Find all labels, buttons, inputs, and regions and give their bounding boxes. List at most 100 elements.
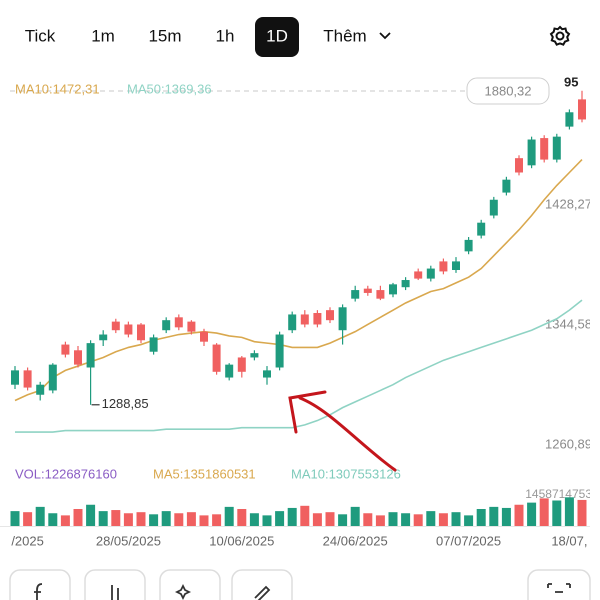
volume-bar (174, 513, 184, 526)
volume-bar (237, 508, 247, 526)
y-tick-label: 1344,58 (545, 317, 592, 332)
volume-bar (527, 502, 537, 526)
candle-body (338, 307, 347, 331)
volume-bar (149, 514, 159, 526)
ma-legend: MA50:1369,36 (127, 81, 212, 96)
volume-bar (350, 506, 360, 526)
volume-bar (48, 513, 58, 526)
tab[interactable]: Thêm (323, 26, 366, 45)
volume-bar (287, 507, 297, 526)
tool-button[interactable] (159, 569, 221, 600)
x-tick-label: 18/07, (551, 533, 587, 548)
volume-bar (23, 512, 33, 526)
candle-body (225, 364, 234, 378)
volume-bar (123, 513, 133, 526)
tab-bar: Tick 1m 15m 1h 1D Thêm (25, 17, 391, 57)
tool-button[interactable] (9, 569, 71, 600)
candle-body (489, 199, 498, 216)
volume-bar (426, 511, 436, 526)
y-tick-label: 1260,89 (545, 437, 592, 452)
volume-bar (338, 514, 348, 526)
candle-body (111, 321, 120, 331)
volume-bar (73, 508, 83, 526)
candle-body (200, 331, 208, 342)
volume-bar (388, 512, 398, 526)
x-tick-label: /2025 (11, 533, 44, 548)
candle-body (351, 290, 360, 299)
ma-legend: MA10:1472,31 (15, 81, 100, 96)
tab[interactable]: 1h (216, 26, 235, 45)
volume-bar (501, 507, 511, 526)
volume-max-label: 1458714753 (525, 487, 592, 501)
candle-body (212, 344, 221, 372)
tool-button[interactable] (527, 569, 591, 600)
volume-bar (464, 515, 474, 526)
volume-bar (438, 513, 448, 526)
volume-bar (186, 512, 196, 526)
candle-body (426, 268, 435, 279)
chart: MA10:1472,31 MA50:1369,36 1880,32 95 1428,27… (0, 74, 592, 548)
volume-bar (564, 497, 574, 526)
price-tag: 1880,32 (485, 83, 532, 98)
ma-line (14, 159, 583, 402)
candle-body (162, 320, 171, 331)
candle-body (565, 112, 574, 127)
candle-body (452, 261, 460, 270)
volume-bar (451, 512, 461, 526)
candle-body (578, 99, 586, 120)
tab[interactable]: 15m (148, 26, 181, 45)
volume-bar (476, 508, 486, 526)
tab[interactable]: Tick (25, 26, 56, 45)
volume-bar (489, 506, 499, 526)
volume-bar (212, 514, 222, 526)
candle-body (363, 288, 372, 293)
candle-body (540, 138, 549, 160)
volume-bar (60, 515, 70, 526)
candle-body (515, 158, 523, 173)
candle-body (263, 370, 271, 378)
volume-legend: VOL:1226876160 (15, 466, 117, 481)
toolbar (9, 569, 591, 600)
settings-icon[interactable] (549, 25, 571, 46)
candle-body (74, 350, 82, 365)
candle-body (414, 271, 423, 279)
volume-bar (224, 506, 234, 526)
candle-body (23, 370, 32, 388)
candle-body (250, 353, 259, 358)
candle-body (11, 370, 19, 385)
volume-legend: MA5:1351860531 (153, 466, 256, 481)
candle-body (376, 290, 385, 299)
candle-body (527, 139, 536, 166)
tab-active-bg (255, 17, 299, 57)
x-tick-label: 10/06/2025 (209, 533, 274, 548)
candle-body (86, 343, 95, 368)
x-tick-label: 28/05/2025 (96, 533, 161, 548)
ma-line (15, 299, 583, 433)
tab[interactable]: 1D (266, 26, 288, 45)
price-tag-bg (466, 77, 550, 105)
volume-bar (577, 499, 587, 526)
candle-body (439, 261, 448, 272)
candle-body (124, 324, 133, 335)
candle-body (401, 280, 410, 288)
volume-bar (300, 505, 310, 526)
candle-body (99, 334, 108, 341)
volume-bar (10, 511, 20, 526)
volume-bar (98, 511, 108, 526)
tool-button[interactable] (84, 569, 146, 600)
low-marker-label: 1288,85 (102, 396, 149, 411)
volume-bar (312, 513, 322, 526)
candle-body (288, 314, 297, 331)
candle-body (187, 321, 196, 332)
tool-button[interactable] (231, 569, 293, 600)
candle-body (275, 334, 284, 368)
dropdown-chevron (379, 32, 391, 40)
annotation-arrow (288, 390, 397, 472)
candle-body (36, 384, 45, 395)
volume-bar (199, 515, 209, 526)
volume-bar (514, 504, 524, 526)
volume-bar (413, 514, 423, 526)
tab[interactable]: 1m (91, 26, 115, 45)
candle-body (326, 310, 334, 321)
